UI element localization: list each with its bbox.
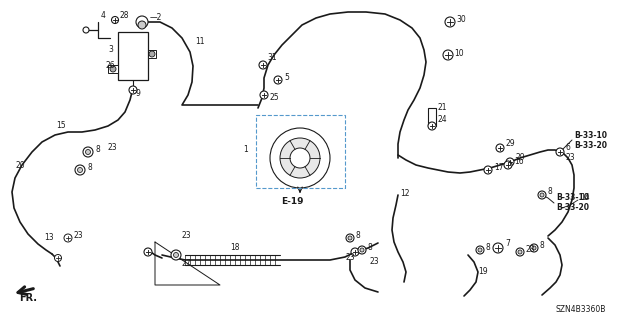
Circle shape: [111, 17, 118, 24]
Circle shape: [129, 86, 137, 94]
Circle shape: [280, 138, 320, 178]
Circle shape: [171, 250, 181, 260]
Text: 27: 27: [182, 259, 191, 269]
Circle shape: [504, 161, 512, 169]
Text: 26: 26: [105, 61, 115, 70]
Circle shape: [75, 165, 85, 175]
Text: B-33-20: B-33-20: [556, 204, 589, 212]
Circle shape: [270, 128, 330, 188]
Text: B-33-10: B-33-10: [556, 194, 589, 203]
Text: 24: 24: [438, 115, 447, 124]
Circle shape: [259, 61, 267, 69]
Text: 19: 19: [478, 268, 488, 277]
Text: 16: 16: [514, 158, 524, 167]
Bar: [256, 115, 345, 188]
Text: 23: 23: [566, 152, 575, 161]
Circle shape: [532, 246, 536, 250]
Bar: [428, 108, 436, 126]
Text: 14: 14: [580, 194, 589, 203]
Text: 3: 3: [108, 44, 113, 54]
Circle shape: [428, 122, 436, 130]
Text: 5: 5: [284, 73, 289, 83]
Circle shape: [478, 248, 482, 252]
Text: 20: 20: [16, 160, 26, 169]
Text: 28: 28: [120, 11, 129, 19]
Text: 23: 23: [526, 244, 536, 254]
Circle shape: [358, 246, 366, 254]
Circle shape: [149, 51, 155, 57]
Text: 8: 8: [95, 145, 100, 154]
Text: 12: 12: [400, 189, 410, 197]
Text: SZN4B3360B: SZN4B3360B: [555, 306, 605, 315]
Circle shape: [274, 76, 282, 84]
Circle shape: [138, 21, 146, 29]
Bar: [148, 50, 156, 58]
Text: 10: 10: [454, 48, 463, 57]
Text: 8: 8: [356, 231, 361, 240]
Text: 23: 23: [346, 254, 356, 263]
Circle shape: [77, 167, 83, 173]
Circle shape: [260, 91, 268, 99]
Circle shape: [54, 255, 61, 262]
Text: 29: 29: [516, 152, 525, 161]
Circle shape: [348, 236, 352, 240]
Text: 25: 25: [270, 93, 280, 102]
Circle shape: [538, 191, 546, 199]
Bar: [118, 32, 148, 80]
Circle shape: [83, 147, 93, 157]
Circle shape: [496, 144, 504, 152]
Text: 29: 29: [506, 138, 516, 147]
Circle shape: [86, 150, 90, 154]
Text: —2: —2: [150, 13, 163, 23]
Text: E-19: E-19: [281, 197, 303, 206]
Text: 31: 31: [267, 53, 276, 62]
Circle shape: [110, 66, 116, 72]
Text: 23: 23: [108, 144, 118, 152]
Text: 23: 23: [370, 257, 380, 266]
Text: 13: 13: [44, 234, 54, 242]
Circle shape: [484, 166, 492, 174]
Circle shape: [290, 148, 310, 168]
Circle shape: [445, 17, 455, 27]
Text: B-33-20: B-33-20: [574, 140, 607, 150]
Text: 7: 7: [505, 240, 510, 249]
Text: 15: 15: [56, 121, 66, 130]
Text: 8: 8: [540, 241, 545, 249]
Text: 21: 21: [438, 103, 447, 113]
Text: 8: 8: [548, 188, 553, 197]
Text: 8: 8: [486, 242, 491, 251]
Circle shape: [518, 250, 522, 254]
Circle shape: [346, 234, 354, 242]
Circle shape: [506, 158, 514, 166]
Text: 8: 8: [368, 242, 372, 251]
Circle shape: [360, 248, 364, 252]
Text: 23: 23: [182, 232, 191, 241]
Text: 23: 23: [74, 231, 84, 240]
Circle shape: [443, 50, 453, 60]
Circle shape: [144, 248, 152, 256]
Bar: [108, 65, 118, 73]
Circle shape: [516, 248, 524, 256]
Text: 17: 17: [494, 164, 504, 173]
Text: B-33-10: B-33-10: [574, 130, 607, 139]
Circle shape: [493, 243, 503, 253]
Circle shape: [556, 148, 564, 156]
Circle shape: [540, 193, 544, 197]
Text: 18: 18: [230, 243, 239, 253]
Circle shape: [136, 16, 148, 28]
Text: 4: 4: [100, 11, 106, 20]
Circle shape: [64, 234, 72, 242]
Text: 1: 1: [243, 145, 248, 154]
Text: 11: 11: [195, 38, 205, 47]
Circle shape: [530, 244, 538, 252]
Text: 6: 6: [565, 144, 570, 152]
Text: FR.: FR.: [19, 293, 37, 303]
Text: 30: 30: [456, 16, 466, 25]
Circle shape: [83, 27, 89, 33]
Circle shape: [351, 248, 359, 256]
Text: 8: 8: [87, 164, 92, 173]
Circle shape: [476, 246, 484, 254]
Circle shape: [173, 253, 179, 257]
Text: 9: 9: [136, 88, 141, 98]
